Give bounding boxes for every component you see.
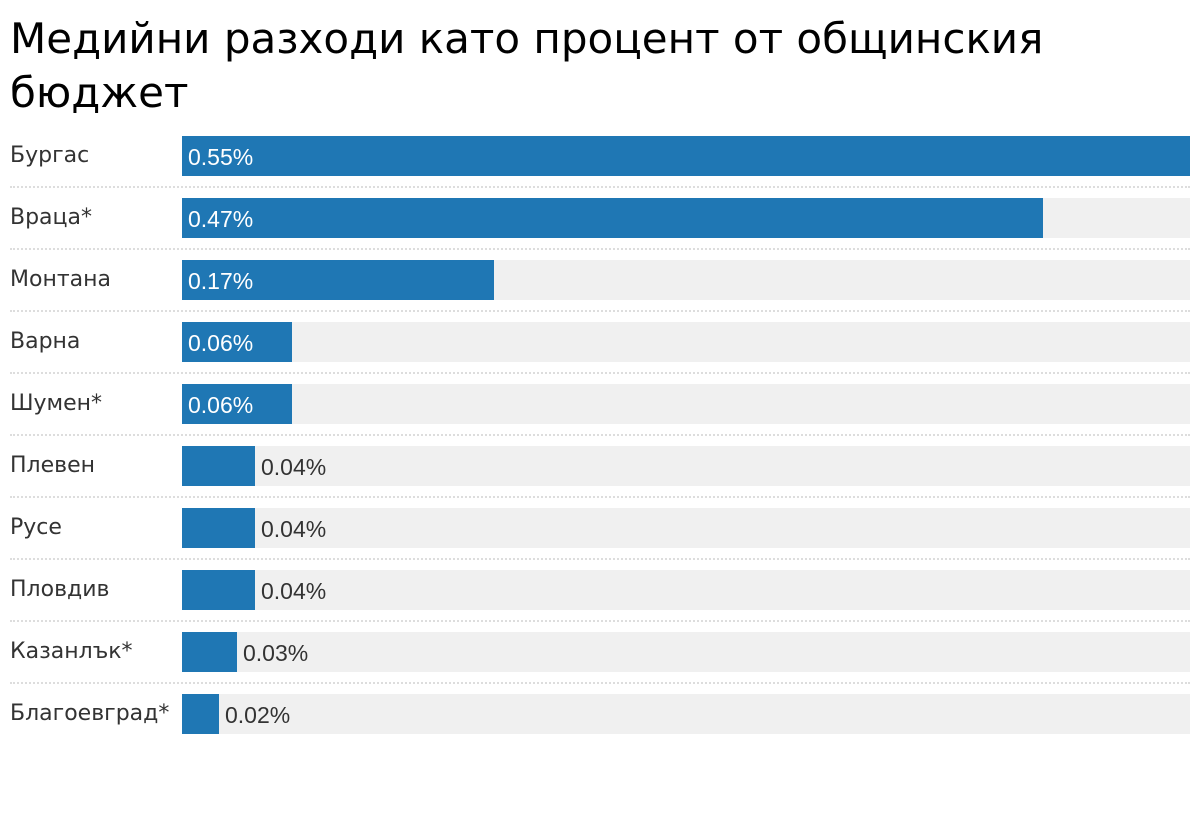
bar-track: 0.06%: [182, 384, 1190, 424]
category-label: Пловдив: [10, 577, 110, 602]
value-label: 0.04%: [261, 516, 327, 542]
bar-track: 0.03%: [182, 632, 1190, 672]
category-label: Казанлък*: [10, 639, 133, 664]
row-divider: [10, 248, 1190, 250]
row-divider: [10, 434, 1190, 436]
category-label: Бургас: [10, 143, 90, 168]
value-label: 0.06%: [188, 392, 254, 418]
bar-track: 0.04%: [182, 446, 1190, 486]
bar-row: Монтана 0.17%: [10, 260, 1190, 300]
value-label: 0.17%: [188, 268, 254, 294]
category-label: Монтана: [10, 267, 111, 292]
value-label: 0.04%: [261, 578, 327, 604]
row-divider: [10, 310, 1190, 312]
bar: [182, 694, 219, 734]
bar-track: 0.47%: [182, 198, 1190, 238]
chart-title: Медийни разходи като процент от общински…: [10, 14, 1044, 117]
value-label: 0.47%: [188, 206, 254, 232]
bar: [182, 570, 255, 610]
category-label: Варна: [10, 329, 81, 354]
bar: [182, 632, 237, 672]
value-label: 0.04%: [261, 454, 327, 480]
bar-row: Русе 0.04%: [10, 508, 1190, 548]
bar-row: Шумен* 0.06%: [10, 384, 1190, 424]
row-divider: [10, 186, 1190, 188]
bar-row: Казанлък* 0.03%: [10, 632, 1190, 672]
bar: [182, 198, 1043, 238]
row-divider: [10, 558, 1190, 560]
bar-track: 0.04%: [182, 570, 1190, 610]
bar-row: Варна 0.06%: [10, 322, 1190, 362]
bar: [182, 136, 1190, 176]
bar: [182, 446, 255, 486]
bar-row: Благоевград* 0.02%: [10, 694, 1190, 734]
bar-track: 0.55%: [182, 136, 1190, 176]
category-label: Плевен: [10, 453, 96, 478]
value-label: 0.03%: [243, 640, 309, 666]
value-label: 0.02%: [225, 702, 291, 728]
bar: [182, 384, 292, 424]
row-divider: [10, 620, 1190, 622]
row-divider: [10, 682, 1190, 684]
row-divider: [10, 496, 1190, 498]
bar-track: 0.04%: [182, 508, 1190, 548]
bar-row: Пловдив 0.04%: [10, 570, 1190, 610]
value-label: 0.06%: [188, 330, 254, 356]
bar-track: 0.02%: [182, 694, 1190, 734]
bar-row: Бургас 0.55%: [10, 136, 1190, 176]
category-label: Враца*: [10, 205, 92, 230]
bar: [182, 322, 292, 362]
category-label: Благоевград*: [10, 701, 170, 726]
value-label: 0.55%: [188, 144, 254, 170]
bar-track: 0.17%: [182, 260, 1190, 300]
bar-row: Плевен 0.04%: [10, 446, 1190, 486]
row-divider: [10, 372, 1190, 374]
bar-row: Враца* 0.47%: [10, 198, 1190, 238]
bar: [182, 260, 494, 300]
bar: [182, 508, 255, 548]
category-label: Шумен*: [10, 391, 103, 416]
bar-track: 0.06%: [182, 322, 1190, 362]
category-label: Русе: [10, 515, 62, 540]
